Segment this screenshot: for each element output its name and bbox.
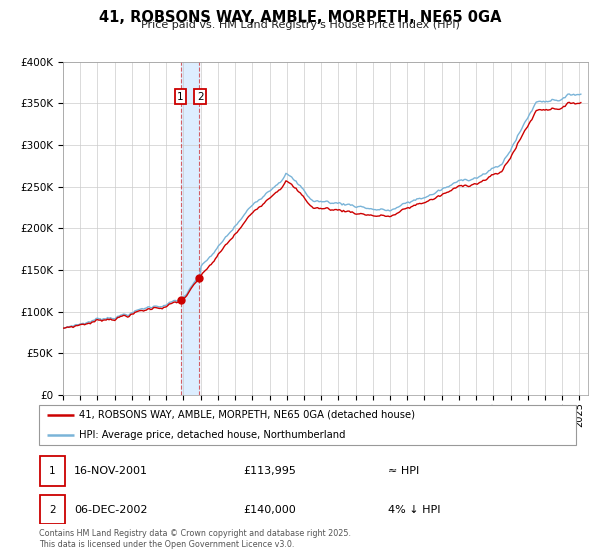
Text: £113,995: £113,995: [243, 466, 296, 476]
Text: 2: 2: [197, 92, 203, 101]
Text: 1: 1: [177, 92, 184, 101]
Text: HPI: Average price, detached house, Northumberland: HPI: Average price, detached house, Nort…: [79, 430, 346, 440]
Text: 41, ROBSONS WAY, AMBLE, MORPETH, NE65 0GA (detached house): 41, ROBSONS WAY, AMBLE, MORPETH, NE65 0G…: [79, 410, 415, 420]
Text: Contains HM Land Registry data © Crown copyright and database right 2025.
This d: Contains HM Land Registry data © Crown c…: [39, 529, 351, 549]
FancyBboxPatch shape: [39, 405, 576, 445]
Text: ≈ HPI: ≈ HPI: [388, 466, 419, 476]
Text: £140,000: £140,000: [243, 505, 296, 515]
Text: 16-NOV-2001: 16-NOV-2001: [74, 466, 148, 476]
Text: 1: 1: [49, 466, 56, 476]
Text: 41, ROBSONS WAY, AMBLE, MORPETH, NE65 0GA: 41, ROBSONS WAY, AMBLE, MORPETH, NE65 0G…: [99, 10, 501, 25]
Bar: [181, 62, 199, 395]
Text: 2: 2: [49, 505, 56, 515]
Text: 06-DEC-2002: 06-DEC-2002: [74, 505, 148, 515]
FancyBboxPatch shape: [40, 495, 65, 524]
Text: 4% ↓ HPI: 4% ↓ HPI: [388, 505, 440, 515]
FancyBboxPatch shape: [40, 456, 65, 486]
Text: Price paid vs. HM Land Registry's House Price Index (HPI): Price paid vs. HM Land Registry's House …: [140, 20, 460, 30]
